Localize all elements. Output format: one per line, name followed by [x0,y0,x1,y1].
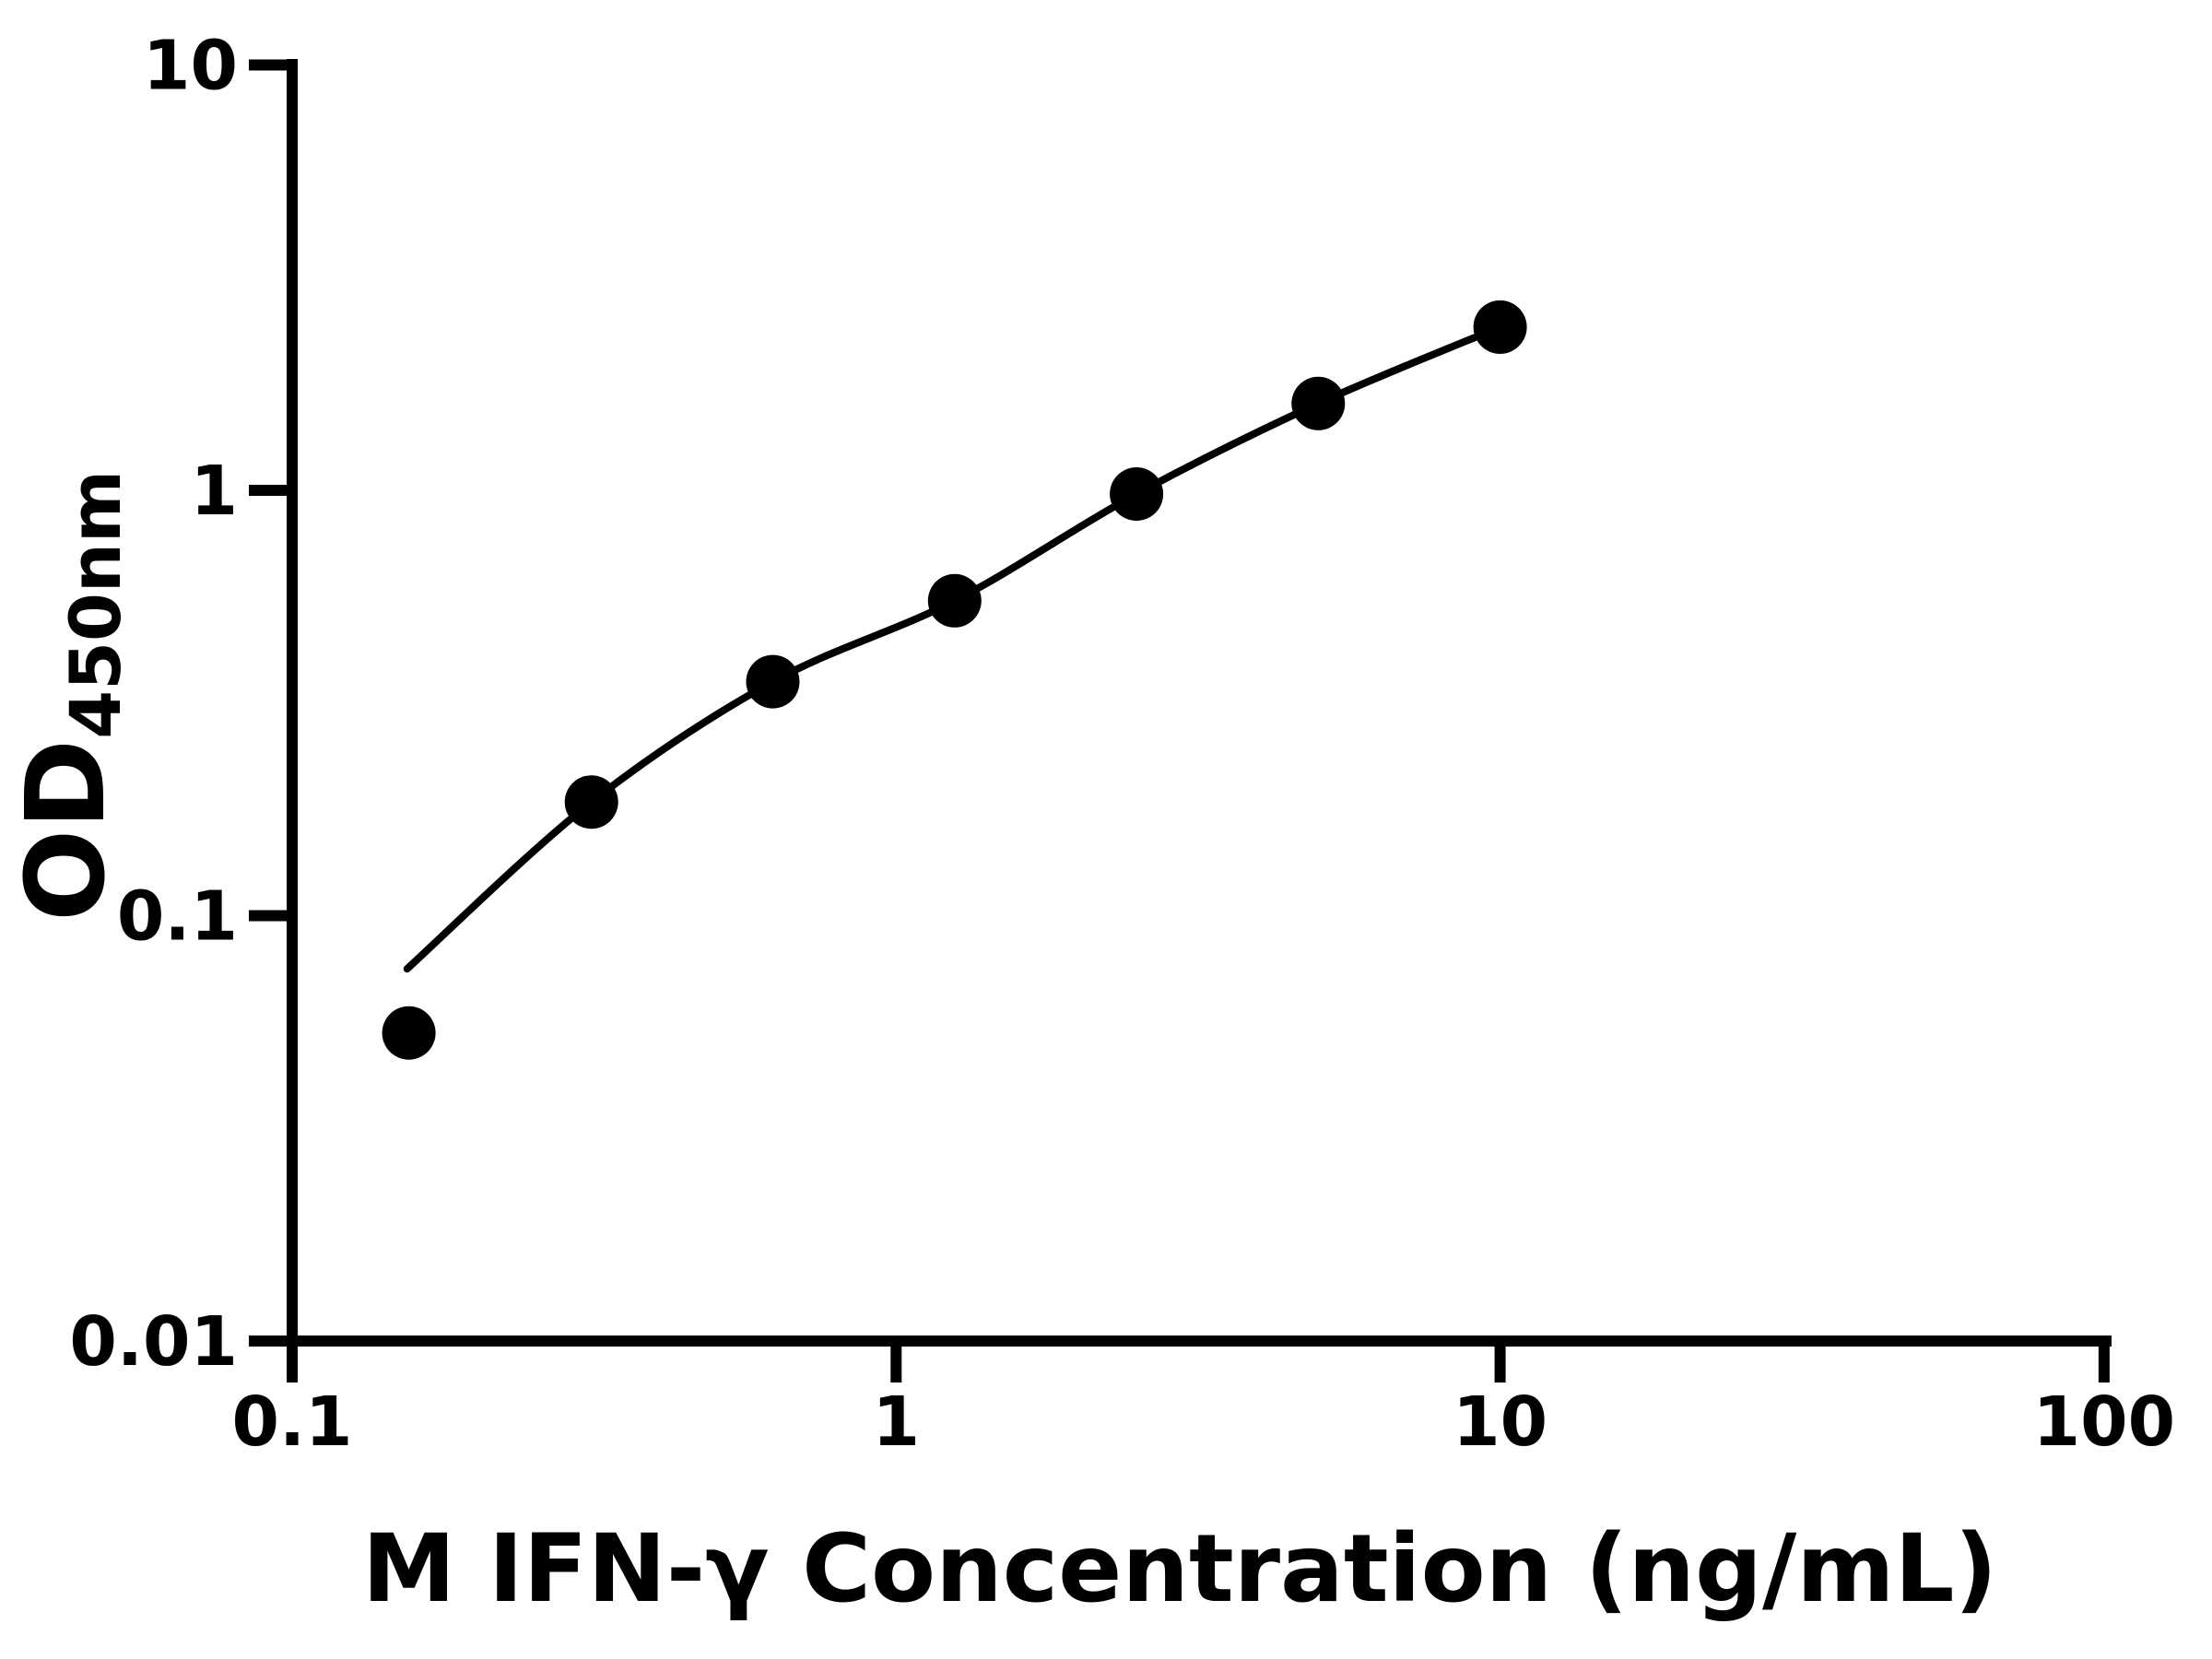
data-point [746,654,800,709]
data-point [382,1006,436,1060]
data-points [382,300,1527,1060]
y-tick-label: 0.01 [69,1302,238,1382]
y-tick-label: 1 [191,452,239,531]
y-axis-title: OD450nm [2,470,136,922]
y-axis-ticks [249,59,292,1347]
x-tick-label: 100 [2033,1382,2175,1462]
x-axis-title: M IFN-γ Concentration (ng/mL) [362,1514,1997,1624]
data-point [1291,376,1346,430]
y-axis-title-main: OD [2,739,129,922]
y-axis-tick-labels: 10 1 0.1 0.01 [69,27,238,1382]
y-tick-label: 10 [143,27,238,106]
x-tick-label: 1 [873,1382,921,1462]
x-tick-label: 0.1 [231,1382,352,1462]
x-axis-tick-labels: 0.1 1 10 100 [231,1382,2175,1462]
fit-curve-line [403,323,1504,973]
x-tick-label: 10 [1453,1382,1547,1462]
y-axis-title-subscript: 450nm [54,470,136,739]
axes [287,59,2112,1347]
data-point [927,573,982,628]
data-point [564,775,618,830]
x-axis-ticks [287,1341,2110,1382]
y-tick-label: 0.1 [117,877,238,957]
data-point [1110,467,1164,521]
data-point [1473,300,1527,354]
